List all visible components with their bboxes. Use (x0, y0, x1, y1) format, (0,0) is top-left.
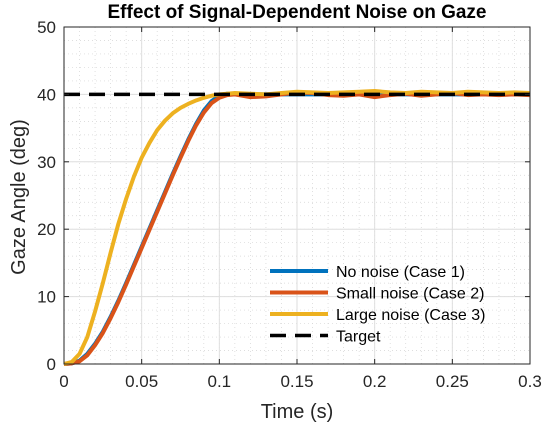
y-tick-label: 10 (37, 288, 56, 307)
legend-label-2: Small noise (Case 2) (336, 286, 485, 303)
x-axis-label: Time (s) (261, 401, 334, 423)
y-tick-label: 20 (37, 220, 56, 239)
y-axis-label: Gaze Angle (deg) (8, 119, 30, 275)
legend-label-4: Target (336, 329, 381, 346)
y-tick-label: 0 (47, 355, 56, 374)
y-axis-ticks: 0 10 20 30 40 50 (37, 18, 530, 374)
y-tick-label: 30 (37, 153, 56, 172)
x-tick-label: 0 (59, 372, 68, 391)
x-tick-label: 0.05 (125, 372, 158, 391)
legend-label-3: Large noise (Case 3) (336, 307, 485, 324)
x-tick-label: 0.3 (518, 372, 542, 391)
chart-title: Effect of Signal-Dependent Noise on Gaze (108, 2, 487, 23)
x-tick-label: 0.2 (363, 372, 387, 391)
y-tick-label: 40 (37, 85, 56, 104)
x-tick-label: 0.25 (436, 372, 469, 391)
series-layer (63, 89, 531, 366)
x-tick-label: 0.15 (280, 372, 313, 391)
legend: No noise (Case 1) Small noise (Case 2) Lar… (270, 264, 485, 346)
x-axis-ticks: 0 0.05 0.1 0.15 0.2 0.25 0.3 (59, 27, 542, 391)
x-tick-label: 0.1 (208, 372, 232, 391)
y-tick-label: 50 (37, 18, 56, 37)
legend-label-1: No noise (Case 1) (336, 264, 465, 281)
